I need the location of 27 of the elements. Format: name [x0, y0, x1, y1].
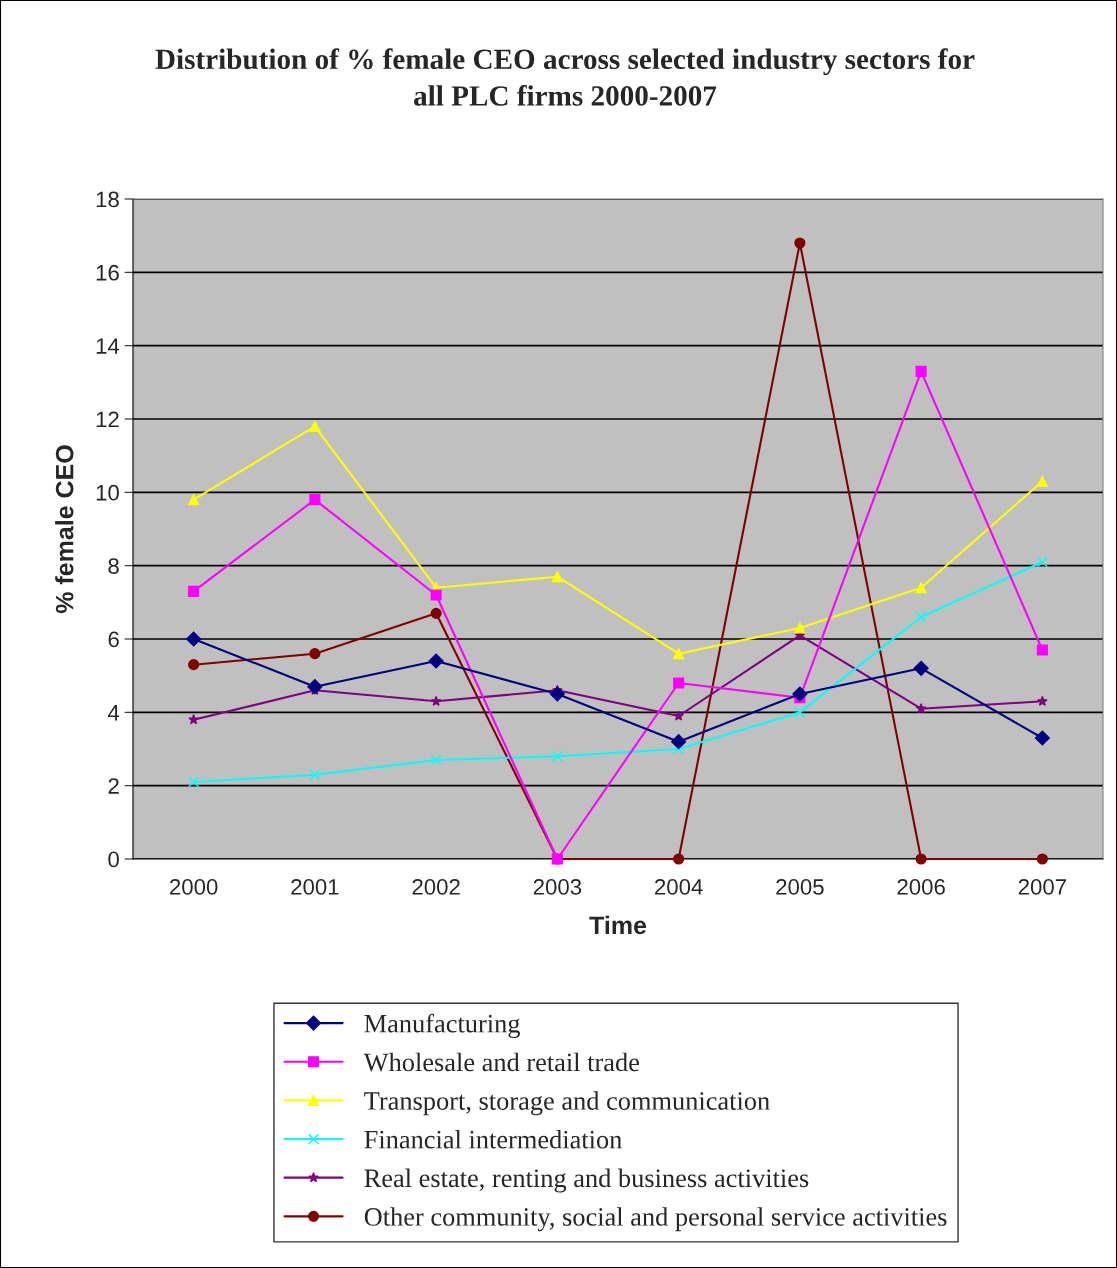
y-tick-label: 14	[96, 338, 120, 354]
y-tick-label: 12	[96, 411, 119, 428]
y-tick-label: 2	[108, 778, 119, 794]
y-tick-label: 4	[107, 705, 120, 721]
legend-label: Manufacturing	[364, 1013, 520, 1039]
x-axis-title: Time	[589, 915, 647, 935]
y-tick-label: 10	[96, 484, 119, 501]
x-tick-label: 2003	[533, 879, 582, 895]
legend-label: Transport, storage and communication	[364, 1091, 770, 1116]
x-tick-label: 2007	[1018, 879, 1066, 895]
x-tick-label: 2006	[897, 879, 945, 895]
y-tick-label: 18	[96, 191, 119, 208]
legend-label: Other community, social and personal service activities	[364, 1207, 947, 1232]
y-tick-label: 6	[108, 631, 119, 648]
x-tick-label: 2005	[776, 879, 824, 895]
legend-label: Real estate, renting and business activities	[364, 1168, 809, 1193]
chart-title: Distribution of % female CEO across selected industry sectors for all PLC firms 2000-2007	[155, 48, 975, 106]
y-axis-title: % female CEO	[55, 445, 74, 614]
x-tick-label: 2002	[412, 879, 460, 895]
legend-label: Financial intermediation	[364, 1129, 622, 1149]
x-tick-label: 2000	[170, 879, 218, 895]
y-tick-label: 16	[96, 264, 119, 281]
y-tick-label: 8	[108, 558, 119, 574]
legend-label: Wholesale and retail trade	[363, 1052, 639, 1072]
x-tick-label: 2004	[655, 879, 703, 895]
x-tick-label: 2001	[291, 879, 339, 895]
y-tick-label: 0	[108, 851, 119, 868]
